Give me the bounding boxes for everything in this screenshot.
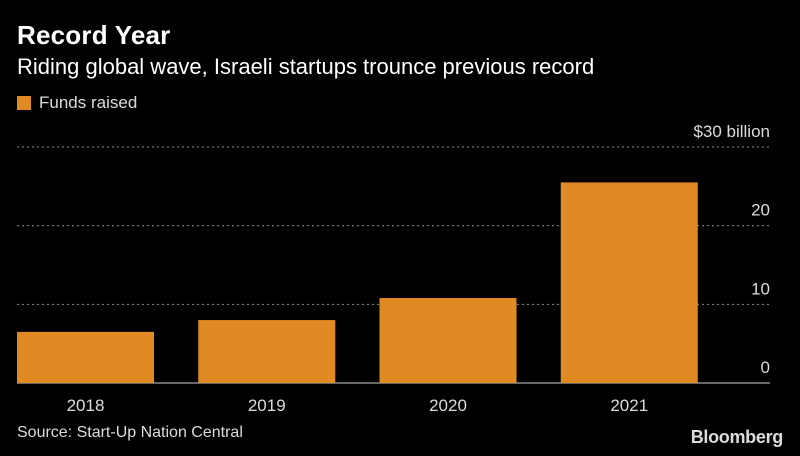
chart-subtitle: Riding global wave, Israeli startups tro…	[17, 54, 595, 79]
x-tick-label: 2021	[610, 396, 648, 415]
bar-2018	[17, 331, 155, 383]
y-tick-label: $30 billion	[693, 122, 770, 141]
source-note: Source: Start-Up Nation Central	[17, 424, 243, 441]
x-tick-label: 2020	[429, 396, 467, 415]
y-tick-label: 10	[751, 279, 770, 298]
y-tick-label: 20	[751, 201, 770, 220]
legend: Funds raised	[17, 93, 137, 113]
bar-2020	[379, 298, 517, 383]
legend-label: Funds raised	[39, 93, 138, 112]
x-tick-label: 2018	[67, 396, 105, 415]
y-tick-label: 0	[761, 358, 770, 377]
x-tick-label: 2019	[248, 396, 286, 415]
legend-swatch	[17, 96, 31, 110]
bar-2021	[560, 182, 698, 383]
chart-title: Record Year	[17, 20, 171, 50]
bar-2019	[198, 320, 336, 383]
bloomberg-logo: Bloomberg	[690, 427, 784, 447]
